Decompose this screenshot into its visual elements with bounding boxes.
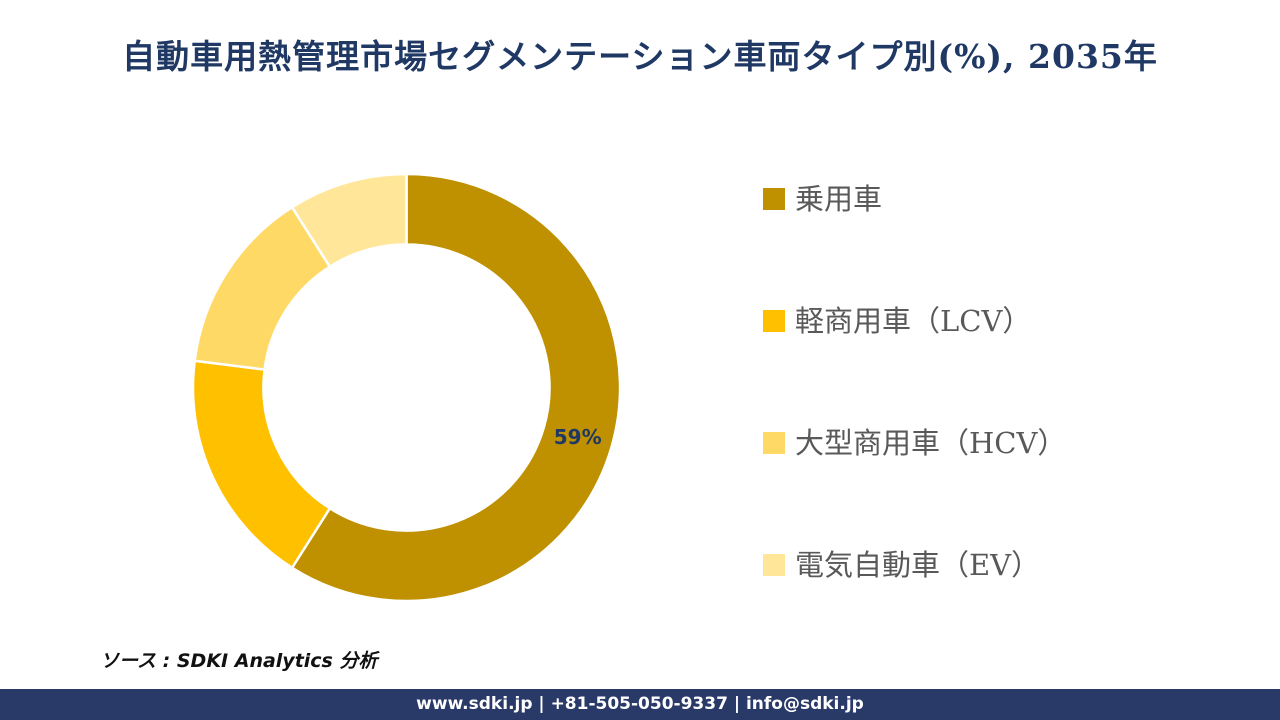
legend-item-label: 大型商用車（HCV） [795, 426, 1067, 460]
legend-swatch-icon [763, 188, 785, 210]
legend-swatch-icon [763, 554, 785, 576]
legend-item-passenger-car: 乗用車 [763, 184, 1066, 214]
donut-chart-container: 59% [191, 172, 622, 603]
legend-item-label: 電気自動車（EV） [795, 548, 1041, 582]
donut-slice [290, 172, 408, 269]
footer-contact-text: www.sdki.jp | +81-505-050-9337 | info@sd… [416, 694, 864, 714]
legend-item-hcv: 大型商用車（HCV） [763, 428, 1066, 458]
source-note: ソース : SDKI Analytics 分析 [100, 650, 378, 672]
slice-data-label: 59% [554, 425, 602, 449]
legend-item-ev: 電気自動車（EV） [763, 550, 1066, 580]
footer-bar: www.sdki.jp | +81-505-050-9337 | info@sd… [0, 689, 1280, 720]
donut-slice [290, 172, 622, 603]
donut-slice [191, 359, 332, 570]
legend-item-label: 乗用車 [795, 182, 883, 216]
donut-chart: 59% [191, 172, 622, 603]
legend-swatch-icon [763, 310, 785, 332]
legend-swatch-icon [763, 432, 785, 454]
legend-item-label: 軽商用車（LCV） [795, 304, 1032, 338]
chart-legend: 乗用車 軽商用車（LCV） 大型商用車（HCV） 電気自動車（EV） [763, 184, 1066, 580]
legend-item-lcv: 軽商用車（LCV） [763, 306, 1066, 336]
chart-title: 自動車用熱管理市場セグメンテーション車両タイプ別(%), 2035年 [122, 37, 1158, 76]
